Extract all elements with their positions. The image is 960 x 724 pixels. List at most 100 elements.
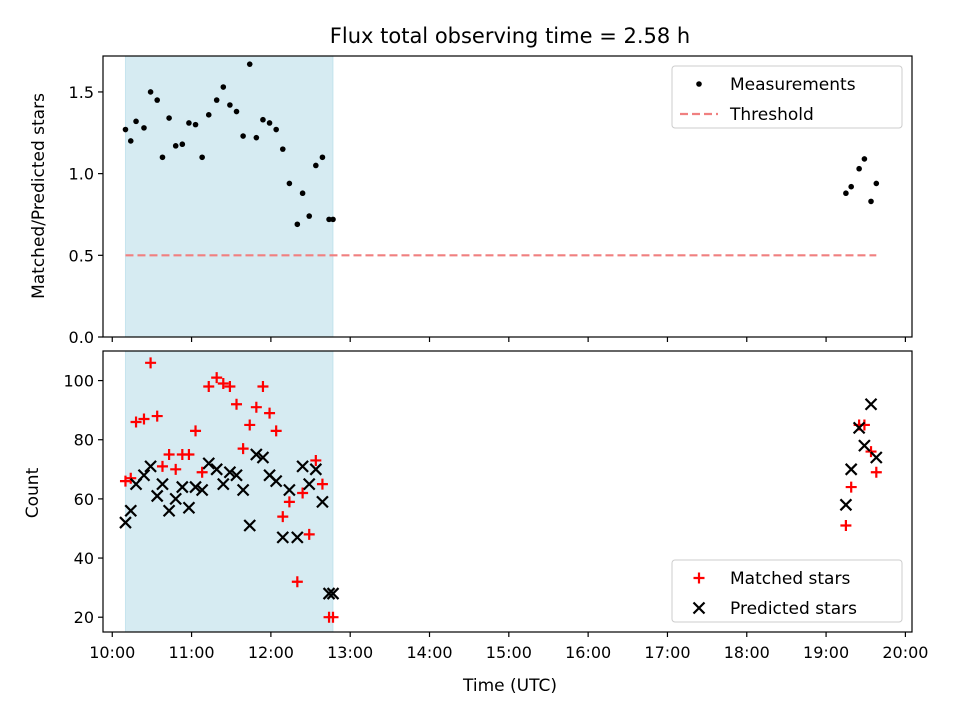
bottom-matched-stars-point: [270, 425, 282, 437]
top-y-axis-label: Matched/Predicted stars: [29, 93, 49, 299]
bottom-matched-stars-point: [138, 413, 150, 425]
bottom-matched-stars-point: [125, 472, 137, 484]
bottom-matched-stars-point: [283, 496, 295, 508]
bottom-matched-stars-point: [217, 378, 229, 390]
bottom-predicted-stars-point: [162, 504, 176, 518]
bottom-matched-stars-point: [264, 407, 276, 419]
top-measurements-point: [166, 115, 172, 121]
bottom-predicted-stars-point: [176, 480, 189, 494]
top-measurements-point: [227, 102, 233, 108]
top-measurements-point: [326, 216, 332, 223]
top-measurements-point: [205, 112, 212, 118]
top-measurements-point: [330, 216, 336, 223]
bottom-legend-box: [671, 559, 903, 623]
top-measurements-point: [240, 133, 246, 139]
top-measurements-point: [299, 190, 306, 197]
top-measurements-point: [154, 97, 160, 103]
top-panel: 0.0 0.5 1.0 1.5 Measurements Threshold: [69, 55, 913, 347]
top-measurements-point: [273, 126, 279, 133]
bottom-matched-stars-point: [297, 487, 309, 499]
bottom-matched-stars-point: [211, 372, 223, 384]
bottom-predicted-stars-point: [858, 439, 871, 452]
top-y-tick-label: 1.0: [69, 165, 94, 184]
bottom-predicted-stars-point: [326, 587, 340, 600]
bottom-predicted-stars-point: [852, 421, 866, 435]
bottom-predicted-stars-point: [309, 463, 323, 476]
bottom-y-tick-label: 60: [74, 490, 94, 509]
legend-matched-stars-label: Matched stars: [730, 569, 850, 589]
top-measurements-point: [127, 138, 134, 144]
bottom-matched-stars-point: [156, 460, 168, 472]
top-measurements-point: [253, 134, 260, 141]
x-tick-label: 19:00: [803, 643, 849, 662]
bottom-predicted-stars-point: [256, 451, 270, 464]
top-legend-box: [671, 65, 903, 129]
bottom-matched-stars-point: [170, 463, 182, 475]
bottom-shaded-span: [124, 350, 334, 633]
top-measurements-point: [220, 84, 227, 90]
top-measurements-point: [313, 162, 319, 169]
bottom-predicted-stars-point: [202, 457, 216, 470]
bottom-predicted-stars-point: [230, 468, 243, 482]
bottom-predicted-stars-point: [217, 477, 230, 491]
x-tick-label: 20:00: [882, 643, 928, 662]
top-y-tick-label: 0.0: [69, 328, 94, 347]
bottom-matched-stars-point: [845, 481, 857, 493]
bottom-y-tick-label: 20: [74, 608, 94, 627]
bottom-matched-stars-point: [224, 380, 236, 392]
bottom-matched-stars-point: [151, 410, 163, 422]
bottom-matched-stars-point: [130, 416, 142, 428]
bottom-predicted-stars-point: [276, 531, 290, 544]
bottom-predicted-stars-point: [243, 519, 257, 532]
bottom-matched-stars-point: [303, 528, 315, 540]
x-tick-label: 17:00: [644, 643, 690, 662]
bottom-predicted-stars-point: [291, 531, 304, 544]
bottom-y-axis-label: Count: [23, 467, 43, 518]
bottom-predicted-stars-point: [195, 483, 209, 497]
bottom-matched-stars-point: [244, 419, 256, 431]
bottom-panel: 20 40 60 80 100 10:00 11:00 12:00 13:00 14:00 15:0…: [63, 350, 928, 662]
bottom-predicted-stars-point: [269, 474, 283, 488]
bottom-predicted-stars-point: [124, 504, 138, 518]
bottom-matched-stars-point: [203, 380, 215, 392]
top-measurements-point: [192, 121, 199, 128]
top-measurements-point: [843, 190, 849, 197]
top-measurements-point: [133, 118, 139, 125]
top-legend: Measurements Threshold: [671, 65, 903, 129]
bottom-matched-stars-point: [163, 449, 175, 461]
bottom-matched-stars-point: [865, 446, 877, 458]
top-measurements-point: [233, 108, 240, 115]
bottom-matched-stars-point: [310, 454, 322, 466]
legend-predicted-stars-label: Predicted stars: [730, 599, 857, 619]
bottom-predicted-stars-point: [250, 448, 263, 461]
x-tick-label: 10:00: [89, 643, 135, 662]
bottom-predicted-stars-point: [283, 483, 296, 497]
bottom-y-tick-label: 80: [74, 431, 94, 450]
x-tick-label: 12:00: [248, 643, 294, 662]
bottom-legend: Matched stars Predicted stars: [671, 559, 903, 623]
x-tick-label: 11:00: [169, 643, 215, 662]
top-measurements-point: [246, 61, 253, 67]
bottom-matched-stars-point: [316, 478, 328, 490]
bottom-predicted-stars-point: [302, 477, 316, 491]
x-tick-label: 13:00: [327, 643, 373, 662]
top-measurements-point: [199, 154, 205, 161]
top-measurements-point: [294, 221, 301, 228]
top-measurements-point: [186, 120, 192, 126]
top-measurements-point: [861, 156, 868, 162]
bottom-predicted-stars-point: [137, 468, 151, 482]
bottom-predicted-stars-point: [223, 465, 237, 479]
bottom-matched-stars-point: [183, 449, 195, 461]
bottom-matched-stars-point: [237, 443, 249, 455]
bottom-matched-stars-point: [870, 466, 882, 478]
top-measurements-point: [306, 213, 313, 219]
bottom-predicted-stars-point: [156, 477, 169, 491]
bottom-matched-stars-point: [145, 357, 157, 369]
top-measurements-point: [147, 89, 154, 95]
top-measurements-point: [159, 154, 166, 161]
x-tick-label: 15:00: [486, 643, 532, 662]
bottom-predicted-stars-point: [144, 460, 157, 473]
legend-measurements-marker: [696, 81, 702, 87]
top-measurements-point: [856, 165, 862, 172]
top-measurements-point: [266, 120, 273, 126]
